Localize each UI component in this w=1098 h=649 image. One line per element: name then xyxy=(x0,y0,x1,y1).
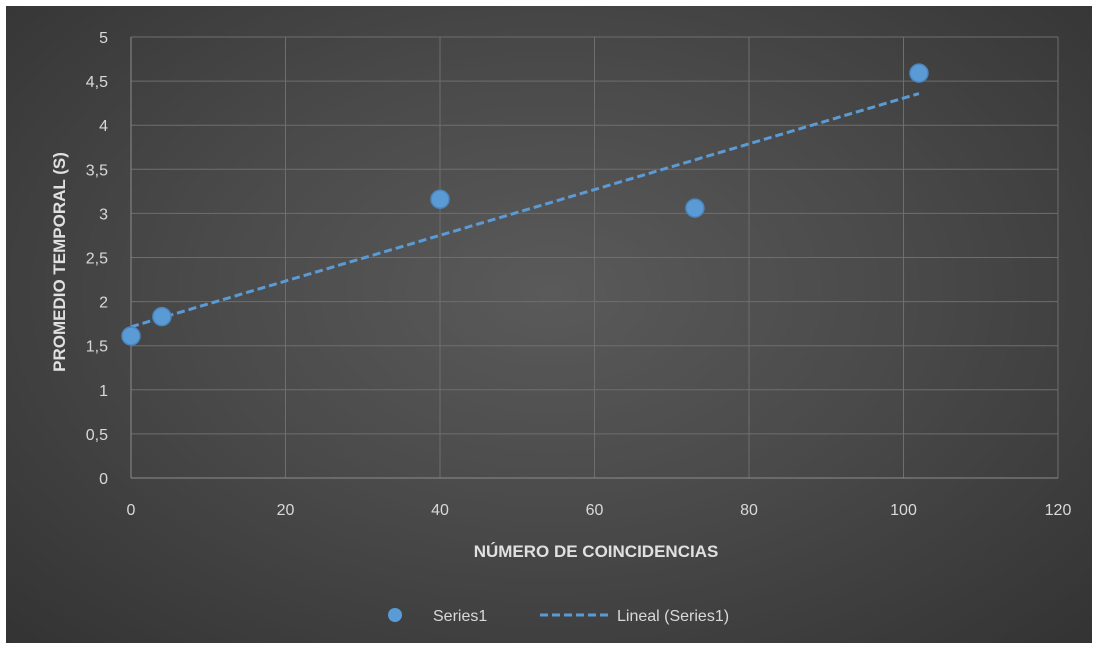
legend-label-trendline: Lineal (Series1) xyxy=(617,608,729,625)
y-tick-label: 0 xyxy=(99,471,108,488)
y-tick-label: 4 xyxy=(99,118,108,135)
y-axis-title: PROMEDIO TEMPORAL (S) xyxy=(50,152,69,372)
axes xyxy=(130,37,1058,479)
data-point xyxy=(685,198,705,218)
x-axis-title: NÚMERO DE COINCIDENCIAS xyxy=(474,542,719,561)
y-tick-label: 1,5 xyxy=(86,339,108,356)
trendline xyxy=(130,92,920,329)
chart-area: 0 0,5 1 1,5 2 2,5 3 3,5 4 4,5 5 0 20 40 60 80 100 120 NÚM… xyxy=(6,6,1092,643)
y-tick-label: 4,5 xyxy=(86,74,108,91)
y-tick-label: 0,5 xyxy=(86,427,108,444)
data-point xyxy=(152,306,172,327)
x-tick-label: 0 xyxy=(127,502,136,519)
x-tick-label: 40 xyxy=(431,502,449,519)
data-point xyxy=(430,189,450,210)
data-points xyxy=(121,63,929,346)
gridlines xyxy=(131,36,1059,478)
data-point xyxy=(909,63,929,83)
legend-label-series1: Series1 xyxy=(433,608,487,625)
y-tick-label: 3,5 xyxy=(86,162,108,179)
data-point xyxy=(121,326,141,346)
x-tick-label: 20 xyxy=(277,502,295,519)
y-tick-label: 1 xyxy=(99,383,108,400)
x-tick-label: 120 xyxy=(1045,502,1072,519)
x-tick-label: 100 xyxy=(890,502,917,519)
x-tick-label: 80 xyxy=(740,502,758,519)
y-tick-label: 2,5 xyxy=(86,251,108,268)
legend: Series1 Lineal (Series1) xyxy=(388,608,729,625)
y-tick-label: 3 xyxy=(99,206,108,223)
y-tick-label: 5 xyxy=(99,30,108,47)
legend-marker-series1 xyxy=(388,608,402,622)
tick-labels: 0 0,5 1 1,5 2 2,5 3 3,5 4 4,5 5 0 20 40 60 80 100 120 xyxy=(86,30,1072,519)
x-tick-label: 60 xyxy=(586,502,604,519)
trendline-layer xyxy=(130,92,920,329)
y-tick-label: 2 xyxy=(99,295,108,312)
scatter-chart: 0 0,5 1 1,5 2 2,5 3 3,5 4 4,5 5 0 20 40 60 80 100 120 NÚM… xyxy=(50,30,1072,625)
